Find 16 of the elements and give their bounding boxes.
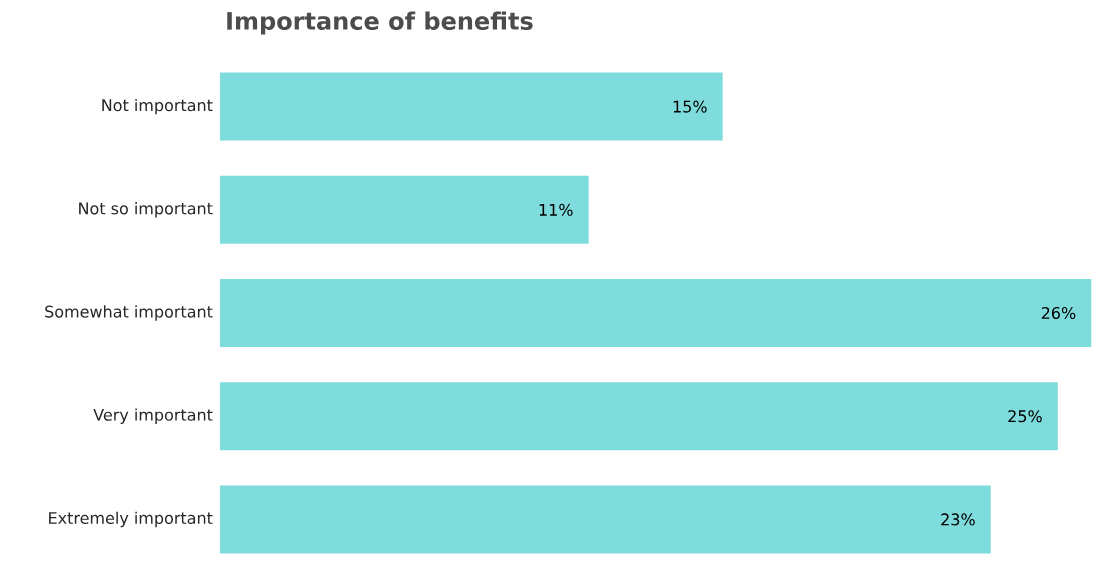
bar (220, 175, 589, 244)
y-tick-label: Not important (102, 98, 213, 115)
data-label: 23% (941, 513, 975, 526)
bar (220, 72, 723, 141)
y-tick-label: Extremely important (49, 511, 213, 528)
data-label: 11% (539, 203, 573, 216)
data-label: 15% (673, 100, 707, 113)
y-tick-label: Very important (93, 408, 213, 424)
bar (220, 382, 1058, 451)
y-tick-label: Somewhat important (45, 305, 213, 321)
bar (220, 279, 1092, 348)
chart-title: Importance of benefits (227, 11, 533, 35)
y-tick-label: Not so important (79, 202, 213, 218)
data-label: 25% (1008, 410, 1042, 423)
data-label: 26% (1041, 306, 1076, 320)
bar (220, 485, 991, 554)
